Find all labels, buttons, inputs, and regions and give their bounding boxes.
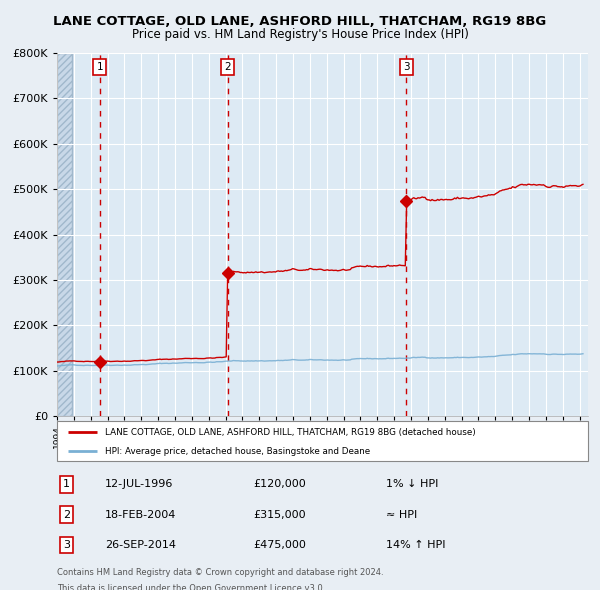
Text: HPI: Average price, detached house, Basingstoke and Deane: HPI: Average price, detached house, Basi…	[105, 447, 370, 456]
Text: 2: 2	[224, 62, 231, 72]
Text: ≈ HPI: ≈ HPI	[386, 510, 418, 520]
Text: 18-FEB-2004: 18-FEB-2004	[105, 510, 176, 520]
Text: 1% ↓ HPI: 1% ↓ HPI	[386, 480, 439, 489]
Text: 1: 1	[63, 480, 70, 489]
Text: LANE COTTAGE, OLD LANE, ASHFORD HILL, THATCHAM, RG19 8BG: LANE COTTAGE, OLD LANE, ASHFORD HILL, TH…	[53, 15, 547, 28]
FancyBboxPatch shape	[57, 421, 588, 461]
Text: 1: 1	[97, 62, 103, 72]
Text: LANE COTTAGE, OLD LANE, ASHFORD HILL, THATCHAM, RG19 8BG (detached house): LANE COTTAGE, OLD LANE, ASHFORD HILL, TH…	[105, 428, 476, 437]
Text: Contains HM Land Registry data © Crown copyright and database right 2024.: Contains HM Land Registry data © Crown c…	[57, 568, 383, 577]
Text: 3: 3	[403, 62, 410, 72]
Text: Price paid vs. HM Land Registry's House Price Index (HPI): Price paid vs. HM Land Registry's House …	[131, 28, 469, 41]
Text: 2: 2	[63, 510, 70, 520]
Text: 12-JUL-1996: 12-JUL-1996	[105, 480, 173, 489]
Text: £315,000: £315,000	[253, 510, 306, 520]
Text: 14% ↑ HPI: 14% ↑ HPI	[386, 540, 446, 550]
Text: £120,000: £120,000	[253, 480, 306, 489]
Text: 26-SEP-2014: 26-SEP-2014	[105, 540, 176, 550]
Text: 3: 3	[63, 540, 70, 550]
Text: £475,000: £475,000	[253, 540, 307, 550]
Text: This data is licensed under the Open Government Licence v3.0.: This data is licensed under the Open Gov…	[57, 584, 325, 590]
